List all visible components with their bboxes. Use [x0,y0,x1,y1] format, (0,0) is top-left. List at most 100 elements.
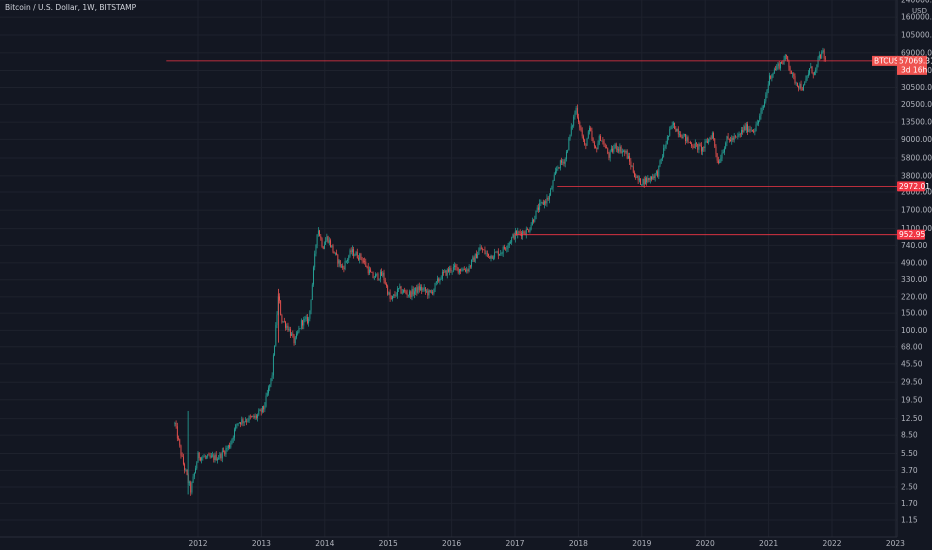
candle-body [694,143,696,148]
candle-body [479,247,481,251]
candle-body [546,197,548,204]
y-tick-label: 150.00 [901,309,927,318]
candle-body [364,261,365,262]
candle-body [744,126,746,131]
candle-body [185,469,187,471]
candle-body [647,178,649,183]
candle-body [603,141,605,147]
candle-body [235,425,237,430]
candle-body [382,272,384,276]
candle-body [805,78,807,83]
candle-body [536,207,538,211]
candle-body [783,59,785,64]
candle-body [728,138,730,140]
candle-body [533,219,534,222]
candle-body [788,61,790,68]
y-tick-label: 5800.00 [901,153,932,162]
candle-body [221,450,223,459]
candle-body [820,54,821,59]
candle-body [292,333,294,335]
candle-body [720,158,722,163]
candle-body [568,138,570,151]
candle-body [405,291,407,294]
candle-body [477,254,479,259]
candle-body [553,174,555,181]
candle-body [310,299,312,311]
candle-body [715,146,717,154]
x-tick-label: 2012 [188,539,207,548]
candle-body [516,230,517,236]
candle-body [558,167,560,169]
candle-body [772,73,774,75]
candle-body [618,148,620,152]
candle-body [793,73,795,77]
candle-body [212,455,214,457]
candle-body [587,131,589,139]
candle-body [776,66,778,70]
candle-body [420,286,421,291]
candle-body [654,173,656,179]
price-tag-label: 2972.01 [899,182,930,191]
candle-body [716,153,718,161]
horizontal-lines[interactable] [166,60,897,236]
candle-body [213,455,215,460]
candle-body [489,255,491,259]
candle-body [403,290,404,293]
candle-body [404,290,406,292]
candle-body [474,253,476,262]
candle-body [451,270,453,272]
candle-body [669,128,671,136]
candle-body [207,454,209,457]
candle-body [369,269,370,274]
candle-body [179,439,181,446]
candle-body [468,266,470,272]
y-tick-label: 68.00 [901,342,923,351]
candle-body [765,94,767,102]
candle-body [180,445,182,456]
candle-body [685,133,686,142]
candle-body [413,291,415,295]
candle-body [262,406,263,412]
candle-body [540,202,542,203]
candle-body [563,161,565,164]
candle-body [444,270,446,273]
candle-body [508,242,510,246]
x-tick-label: 2015 [379,539,398,548]
y-tick-label: 105000.00 [901,31,932,40]
candle-body [297,332,299,334]
candle-body [665,143,667,147]
candle-body [331,245,333,247]
y-tick-label: 45.50 [901,359,923,368]
candle-body [602,140,604,142]
candle-body [236,423,238,426]
candle-body [527,229,528,230]
candle-body [446,269,448,276]
candle-body [804,82,806,86]
candle-body [240,422,241,425]
candle-body [692,146,694,147]
candle-body [756,123,758,125]
candle-body [456,266,458,268]
candle-body [790,70,792,74]
candle-body [803,85,804,91]
candle-body [341,265,342,267]
candle-body [339,260,341,267]
candle-body [458,269,460,273]
candle-body [662,156,663,159]
candle-body [513,234,515,239]
candle-body [255,415,257,418]
candle-body [465,270,466,272]
candle-body [565,151,567,159]
candle-body [796,82,798,87]
candle-body [241,419,243,425]
candle-body [748,129,750,132]
candle-body [298,328,300,333]
y-tick-label: 19.50 [901,395,923,404]
candle-body [499,254,500,256]
candle-body [787,56,789,62]
candle-body [406,293,408,296]
candle-body [384,280,386,285]
candle-body [392,295,393,300]
candle-body [280,300,282,316]
